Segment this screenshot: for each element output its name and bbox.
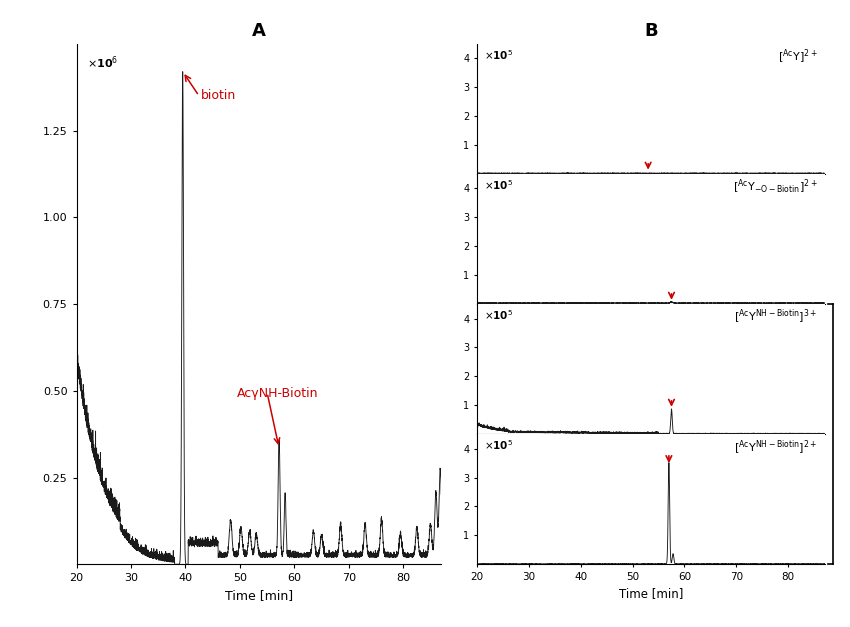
Text: AcγNH-Biotin: AcγNH-Biotin (237, 386, 319, 399)
Text: $\times$10$^5$: $\times$10$^5$ (484, 48, 513, 61)
Text: $\times$10$^6$: $\times$10$^6$ (88, 55, 119, 71)
Text: $\times$10$^5$: $\times$10$^5$ (484, 308, 513, 322)
Title: A: A (252, 21, 266, 40)
X-axis label: Time [min]: Time [min] (619, 587, 683, 601)
Title: B: B (644, 21, 658, 40)
Text: $\times$10$^5$: $\times$10$^5$ (484, 438, 513, 452)
Text: [$^{\mathregular{Ac}}$Y$_{\mathregular{-O-Biotin}}$]$^{2+}$: [$^{\mathregular{Ac}}$Y$_{\mathregular{-… (733, 178, 818, 196)
Text: biotin: biotin (201, 89, 236, 102)
X-axis label: Time [min]: Time [min] (225, 589, 293, 602)
Text: [$^{\mathregular{Ac}}$Y$^{\mathregular{NH-Biotin}}$]$^{3+}$: [$^{\mathregular{Ac}}$Y$^{\mathregular{N… (734, 308, 818, 327)
Text: $\times$10$^5$: $\times$10$^5$ (484, 178, 513, 192)
Text: [$^{\mathregular{Ac}}$Y]$^{2+}$: [$^{\mathregular{Ac}}$Y]$^{2+}$ (778, 48, 818, 66)
Text: [$^{\mathregular{Ac}}$Y$^{\mathregular{NH-Biotin}}$]$^{2+}$: [$^{\mathregular{Ac}}$Y$^{\mathregular{N… (734, 438, 818, 456)
